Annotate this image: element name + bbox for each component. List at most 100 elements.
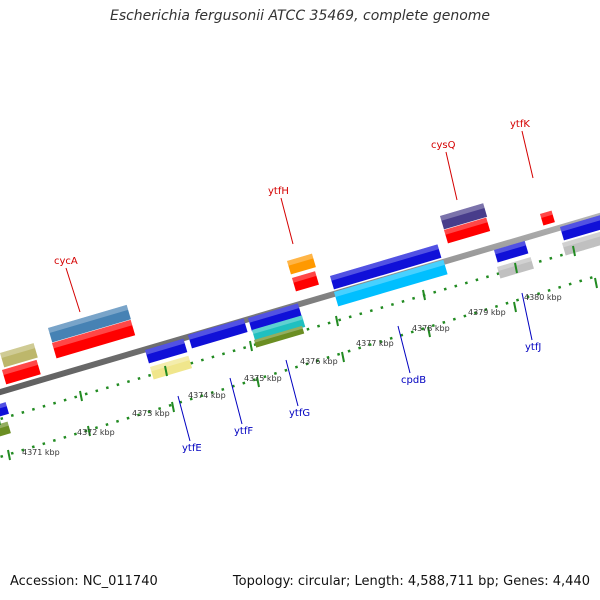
feature-body — [188, 318, 248, 349]
gene-label: cysQ — [431, 140, 456, 151]
feature-body — [334, 259, 448, 307]
kbp-label: 4377 kbp — [356, 339, 394, 348]
scale-dots — [0, 242, 600, 459]
feature-body — [51, 319, 136, 359]
gene-feature — [0, 402, 9, 417]
gene-feature — [444, 217, 491, 244]
kbp-label: 4380 kbp — [524, 293, 562, 302]
scale-tick — [513, 301, 517, 313]
scale-ticks — [0, 245, 598, 461]
gene-label: ytfH — [268, 186, 289, 197]
gene-feature — [48, 304, 131, 343]
feature-body — [150, 355, 193, 380]
gene-feature — [247, 303, 302, 332]
feature-body — [292, 271, 319, 292]
feature-highlight — [145, 338, 185, 355]
feature-highlight — [150, 355, 190, 372]
feature-body — [444, 217, 491, 244]
feature-highlight — [292, 271, 317, 283]
feature-highlight — [330, 244, 439, 281]
kbp-label: 4376 kbp — [300, 357, 338, 366]
gene-feature — [560, 213, 600, 241]
scale-tick — [171, 401, 175, 413]
accession: Accession: NC_011740 — [10, 574, 158, 589]
kbp-labels: 4371 kbp 4372 kbp 4373 kbp 4374 kbp 4375 kbp… — [22, 293, 562, 457]
gene-leader-line — [521, 292, 533, 341]
scale-tick — [427, 326, 431, 338]
gene-leader-line — [229, 377, 243, 425]
feature-body — [0, 402, 9, 417]
feature-body — [2, 359, 41, 385]
map-title: Escherichia fergusonii ATCC 35469, compl… — [109, 8, 491, 24]
feature-body — [330, 244, 442, 290]
gene-feature — [51, 319, 136, 359]
scale-tick — [249, 340, 253, 352]
feature-highlight — [540, 210, 553, 219]
kbp-label: 4372 kbp — [77, 428, 115, 437]
genome-summary: Topology: circular; Length: 4,588,711 bp… — [232, 574, 590, 589]
gene-feature — [292, 271, 319, 292]
features — [0, 203, 600, 437]
feature-highlight — [48, 304, 129, 334]
gene-feature — [330, 244, 442, 290]
gene-leader-line — [521, 130, 534, 179]
feature-highlight — [52, 319, 133, 349]
feature-highlight — [494, 240, 526, 255]
gene-feature — [440, 203, 488, 230]
scale-tick — [514, 262, 518, 274]
gene-feature — [540, 210, 555, 226]
gene-feature — [254, 325, 305, 348]
feature-highlight — [560, 213, 600, 232]
scale-tick — [572, 245, 576, 257]
feature-body — [48, 304, 131, 343]
kbp-label: 4378 kbp — [412, 324, 450, 333]
kbp-label: 4371 kbp — [22, 448, 60, 457]
feature-highlight — [247, 303, 300, 323]
gene-label: ytfK — [510, 119, 530, 130]
gene-leader-line — [177, 395, 191, 442]
gene-feature — [188, 318, 248, 349]
gene-feature — [287, 253, 316, 275]
kbp-label: 4379 kbp — [468, 308, 506, 317]
feature-highlight — [2, 359, 39, 376]
feature-body — [247, 303, 302, 332]
gene-label: cpdB — [401, 375, 426, 386]
scale-tick — [335, 315, 339, 327]
feature-highlight — [0, 343, 36, 359]
feature-highlight — [0, 421, 9, 430]
feature-body — [287, 253, 316, 275]
feature-body — [560, 213, 600, 241]
gene-leader-line — [285, 359, 299, 407]
scale-tick — [164, 365, 168, 377]
feature-highlight — [287, 253, 314, 266]
scale-tick — [594, 277, 598, 289]
gene-leader-line — [65, 267, 81, 313]
inner-scale-line — [0, 273, 600, 459]
scale-tick — [341, 351, 345, 363]
feature-body — [145, 338, 188, 364]
scale-tick — [422, 289, 426, 301]
feature-body — [252, 315, 306, 342]
scale-tick — [79, 390, 83, 402]
backbone — [0, 212, 600, 396]
gene-feature — [2, 359, 41, 385]
gene-feature — [0, 421, 11, 437]
kbp-label: 4375 kbp — [244, 374, 282, 383]
gene-leader-line — [445, 151, 458, 201]
gene-feature — [0, 343, 38, 368]
feature-highlight — [562, 230, 600, 248]
gene-label: ytfJ — [525, 342, 541, 353]
gene-feature — [252, 315, 306, 342]
gene-feature — [334, 259, 448, 307]
gene-label: ytfF — [234, 426, 253, 437]
feature-highlight — [444, 217, 488, 235]
gene-feature — [150, 355, 193, 380]
kbp-label: 4374 kbp — [188, 391, 226, 400]
scale-tick — [87, 425, 91, 437]
feature-body — [540, 210, 555, 226]
feature-body — [254, 325, 305, 348]
feature-body — [440, 203, 488, 230]
kbp-label: 4373 kbp — [132, 409, 170, 418]
gene-feature — [145, 338, 188, 364]
